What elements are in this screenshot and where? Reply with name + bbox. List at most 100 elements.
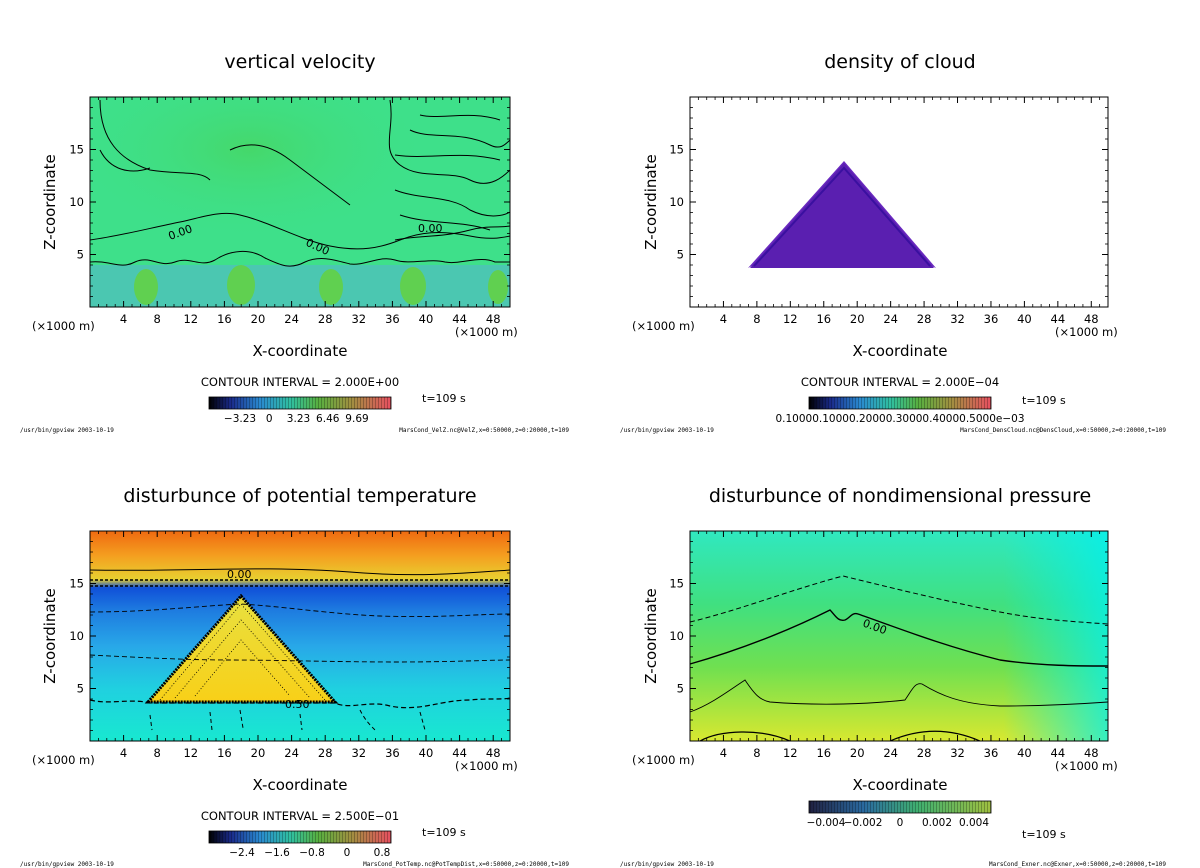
y-tick-label: 15 [669,577,684,591]
y-tick-label: 10 [669,629,684,643]
panel3-title: disturbunce of potential temperature [123,485,476,507]
x-tick-label: 48 [1084,746,1099,760]
panel2-time: t=109 s [1022,394,1066,407]
x-tick-label: 12 [783,312,798,326]
x-tick-label: 12 [183,312,198,326]
panel1-time: t=109 s [422,392,466,405]
panel4-time: t=109 s [1022,828,1066,841]
x-tick-label: 20 [251,312,266,326]
panel1-updraft-3 [319,269,343,305]
panel3-contour-a [89,603,511,617]
panel2-y-ticks: 5 10 15 [669,107,1108,297]
y-tick-label: 15 [669,143,684,157]
panel4-x-ticks: 4 8 12 16 20 24 28 32 36 40 44 48 [697,531,1101,760]
panel3-x-unit-left: (×1000 m) [32,753,95,767]
x-tick-label: 24 [284,746,299,760]
colorbar-tick-label: 0 [266,413,273,425]
colorbar-tick-label: −1.6 [264,847,290,859]
x-tick-label: 44 [1051,746,1066,760]
panel3-footer-left: /usr/bin/gpview 2003-10-19 [20,861,114,868]
panel3-upper-contour [89,568,511,576]
colorbar-tick-label: 3.23 [287,413,310,425]
colorbar-tick-label: 0.002 [922,817,952,829]
panel2-footer-right: MarsCond_DensCloud.nc@DensCloud,x=0:5000… [960,427,1166,434]
panel4-xlabel: X-coordinate [853,776,948,794]
x-tick-label: 44 [1051,312,1066,326]
panel2-x-unit-right: (×1000 m) [1055,325,1118,339]
panel1-contour-left [99,149,151,172]
panel3-triangle-edge [144,593,339,704]
x-tick-label: 8 [753,312,760,326]
panel2-x-ticks: 4 8 12 16 20 24 28 32 36 40 44 48 [697,97,1101,326]
panel1-footer-right: MarsCond_VelZ.nc@VelZ,x=0:50000,z=0:2000… [399,427,569,434]
panel3-time: t=109 s [422,826,466,839]
panel2-ylabel: Z-coordinate [642,154,660,249]
x-tick-label: 24 [883,312,898,326]
panel3-triangle-hatch [159,603,326,701]
panel4-x-unit-right: (×1000 m) [1055,759,1118,773]
panel3-contour-b [89,654,511,663]
x-tick-label: 4 [120,746,127,760]
x-tick-label: 32 [351,746,366,760]
y-tick-label: 5 [677,248,684,262]
x-tick-label: 32 [351,312,366,326]
panel1-updraft-4 [400,267,426,305]
x-tick-label: 48 [1084,312,1099,326]
panel2-cloud [750,163,934,268]
x-tick-label: 16 [217,312,232,326]
panel2-footer-left: /usr/bin/gpview 2003-10-19 [620,427,714,434]
x-tick-label: 8 [154,312,161,326]
colorbar-tick-label: 9.69 [345,413,368,425]
y-tick-label: 10 [669,195,684,209]
colorbar-tick-label: −3.23 [224,413,256,425]
y-tick-label: 5 [77,682,84,696]
panel4-footer-right: MarsCond_Exner.nc@Exner,x=0:50000,z=0:20… [989,861,1166,868]
panel2-field [690,97,1108,307]
panel3-contour-label-2: 0.50 [285,698,310,711]
colorbar-tick-label: 0.8 [374,847,391,859]
x-tick-label: 20 [850,746,865,760]
panel4-title: disturbunce of nondimensional pressure [709,485,1091,507]
x-tick-label: 40 [1017,312,1032,326]
x-tick-label: 4 [120,312,127,326]
colorbar-tick-label: −0.8 [299,847,325,859]
x-tick-label: 40 [419,312,434,326]
x-tick-label: 8 [154,746,161,760]
panel3-y-ticks: 5 10 15 [69,541,510,731]
colorbar-tick-label: 0 [344,847,351,859]
panel3-x-unit-right: (×1000 m) [455,759,518,773]
panel4-ylabel: Z-coordinate [642,588,660,683]
panel1-updraft-5 [488,270,508,304]
colorbar-tick-label: 0 [897,817,904,829]
panel3-footer-right: MarsCond_PotTemp.nc@PotTempDist,x=0:5000… [363,861,569,868]
colorbar-tick-label: −0.002 [844,817,883,829]
y-tick-label: 5 [77,248,84,262]
panel-potential-temperature: disturbunce of potential temperature 0.0… [20,485,569,868]
panel3-field [90,531,510,741]
panel1-contour-noise [388,99,511,241]
x-tick-label: 20 [850,312,865,326]
panel3-inversion-contours [90,579,510,587]
panel1-lower-band [90,265,510,307]
x-tick-label: 32 [950,312,965,326]
x-tick-label: 40 [419,746,434,760]
x-tick-label: 44 [452,746,467,760]
x-tick-label: 20 [251,746,266,760]
panel1-plot: 0.00 0.00 0.00 4 8 12 16 20 24 28 32 36 40 44 48 51… [69,96,511,326]
x-tick-label: 48 [486,312,501,326]
panel4-field-right [690,531,1108,741]
panel2-xlabel: X-coordinate [853,342,948,360]
colorbar-tick-label: −0.004 [807,817,846,829]
x-tick-label: 36 [385,312,400,326]
panel3-contour-d [149,709,426,731]
colorbar-tick-label: −2.4 [229,847,255,859]
panel2-title: density of cloud [824,51,976,73]
panel1-colorbar-ticks: −3.23 0 3.23 6.46 9.69 [224,413,369,425]
x-tick-label: 28 [917,746,932,760]
panel-vertical-velocity: vertical velocity 0.00 0.00 0.00 4 8 12 16 2… [20,51,569,434]
panel1-ylabel: Z-coordinate [41,154,59,249]
y-tick-label: 15 [69,577,84,591]
y-tick-label: 15 [69,143,84,157]
x-tick-label: 16 [816,746,831,760]
